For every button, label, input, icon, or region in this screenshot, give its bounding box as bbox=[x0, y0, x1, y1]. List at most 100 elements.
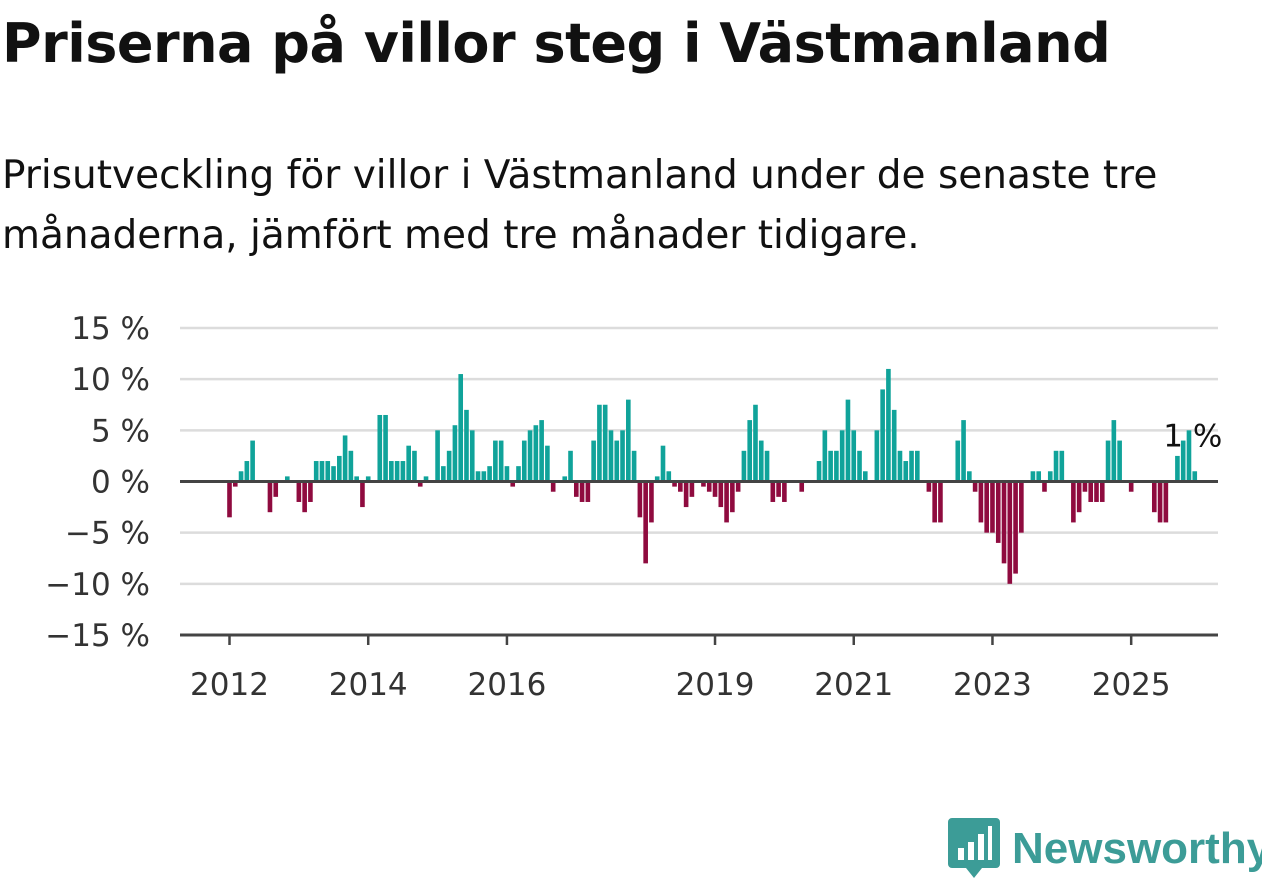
bar bbox=[782, 481, 787, 502]
bar bbox=[955, 440, 961, 482]
bar bbox=[799, 481, 805, 492]
bar bbox=[637, 481, 643, 518]
bar bbox=[938, 481, 943, 523]
bar bbox=[510, 481, 516, 487]
bar bbox=[313, 461, 319, 482]
bar bbox=[1180, 440, 1186, 482]
bar bbox=[972, 481, 978, 492]
bar bbox=[545, 445, 550, 482]
bar bbox=[284, 476, 290, 482]
y-tick-label: 5 % bbox=[91, 413, 150, 449]
bar bbox=[1157, 481, 1163, 523]
bar bbox=[360, 481, 365, 508]
chart-title: Priserna på villor steg i Västmanland bbox=[2, 12, 1111, 75]
bar bbox=[654, 476, 660, 482]
bar bbox=[689, 481, 695, 497]
x-tick-label: 2025 bbox=[1092, 667, 1171, 703]
bar bbox=[296, 481, 302, 502]
bar bbox=[597, 404, 602, 482]
bar bbox=[232, 481, 238, 487]
bar bbox=[550, 481, 556, 492]
bar bbox=[816, 461, 822, 482]
bar bbox=[591, 440, 596, 482]
bar bbox=[1111, 420, 1117, 482]
bar bbox=[1001, 481, 1007, 564]
bar bbox=[828, 450, 833, 482]
bar bbox=[932, 481, 937, 523]
bar-chart: 15 %10 %5 %0 %−5 %−10 %−15 % 2012 2014 201… bbox=[45, 311, 1222, 703]
bar bbox=[643, 481, 648, 564]
bar bbox=[839, 430, 845, 482]
bar bbox=[475, 471, 481, 482]
bar bbox=[1175, 455, 1180, 482]
bars bbox=[227, 368, 1198, 584]
x-tick-label: 2019 bbox=[676, 667, 755, 703]
bar bbox=[903, 461, 909, 482]
bar bbox=[886, 368, 891, 482]
bar bbox=[967, 471, 972, 482]
bar bbox=[504, 466, 510, 482]
bar bbox=[990, 481, 995, 533]
bar bbox=[834, 450, 839, 482]
bar bbox=[706, 481, 712, 492]
bar bbox=[880, 389, 885, 482]
bar bbox=[660, 445, 666, 482]
bar bbox=[758, 440, 764, 482]
bar bbox=[319, 461, 325, 482]
bar bbox=[1088, 481, 1094, 502]
brand-name: Newsworthy bbox=[1012, 824, 1262, 873]
bar bbox=[394, 461, 400, 482]
bar bbox=[730, 481, 735, 513]
bar bbox=[446, 450, 452, 482]
bar bbox=[238, 471, 244, 482]
bar bbox=[851, 430, 857, 482]
y-tick-label: 10 % bbox=[71, 362, 150, 398]
bar bbox=[1163, 481, 1169, 523]
bar bbox=[735, 481, 741, 492]
bar bbox=[672, 481, 677, 487]
x-axis-labels: 2012 2014 2016 2019 2021 2023 2025 bbox=[190, 635, 1171, 703]
bar bbox=[493, 440, 498, 482]
bar bbox=[533, 425, 539, 482]
bar bbox=[770, 481, 776, 502]
bar bbox=[683, 481, 689, 508]
x-tick-label: 2016 bbox=[467, 667, 546, 703]
bar bbox=[741, 450, 747, 482]
bar bbox=[585, 481, 591, 502]
chart-subtitle: Prisutveckling för villor i Västmanland … bbox=[2, 153, 1158, 258]
bar bbox=[857, 450, 862, 482]
x-tick-label: 2014 bbox=[329, 667, 408, 703]
bar bbox=[1053, 450, 1059, 482]
bar bbox=[1117, 440, 1122, 482]
bar bbox=[250, 440, 255, 482]
bar bbox=[377, 414, 383, 482]
bar bbox=[1186, 430, 1192, 482]
bar bbox=[897, 450, 903, 482]
bar bbox=[1094, 481, 1099, 502]
y-tick-label: 0 % bbox=[91, 465, 150, 501]
bar bbox=[1019, 481, 1024, 533]
bar bbox=[562, 476, 568, 482]
bar bbox=[718, 481, 724, 508]
bar bbox=[423, 476, 429, 482]
bar bbox=[1099, 481, 1105, 502]
y-tick-label: 15 % bbox=[71, 311, 150, 347]
bar bbox=[822, 430, 828, 482]
bar bbox=[961, 420, 966, 482]
bar bbox=[995, 481, 1001, 543]
bar bbox=[1036, 471, 1042, 482]
bar bbox=[1071, 481, 1076, 523]
bar bbox=[579, 481, 585, 502]
bar bbox=[308, 481, 313, 502]
latest-value-annotation: 1 % bbox=[1163, 418, 1222, 454]
y-tick-label: −5 % bbox=[65, 516, 150, 552]
bar bbox=[909, 450, 914, 482]
bar bbox=[602, 404, 608, 482]
bar bbox=[926, 481, 932, 492]
bar bbox=[412, 450, 417, 482]
bar bbox=[984, 481, 989, 533]
bar bbox=[874, 430, 880, 482]
bar bbox=[435, 430, 440, 482]
bar bbox=[521, 440, 527, 482]
bar bbox=[753, 404, 758, 482]
